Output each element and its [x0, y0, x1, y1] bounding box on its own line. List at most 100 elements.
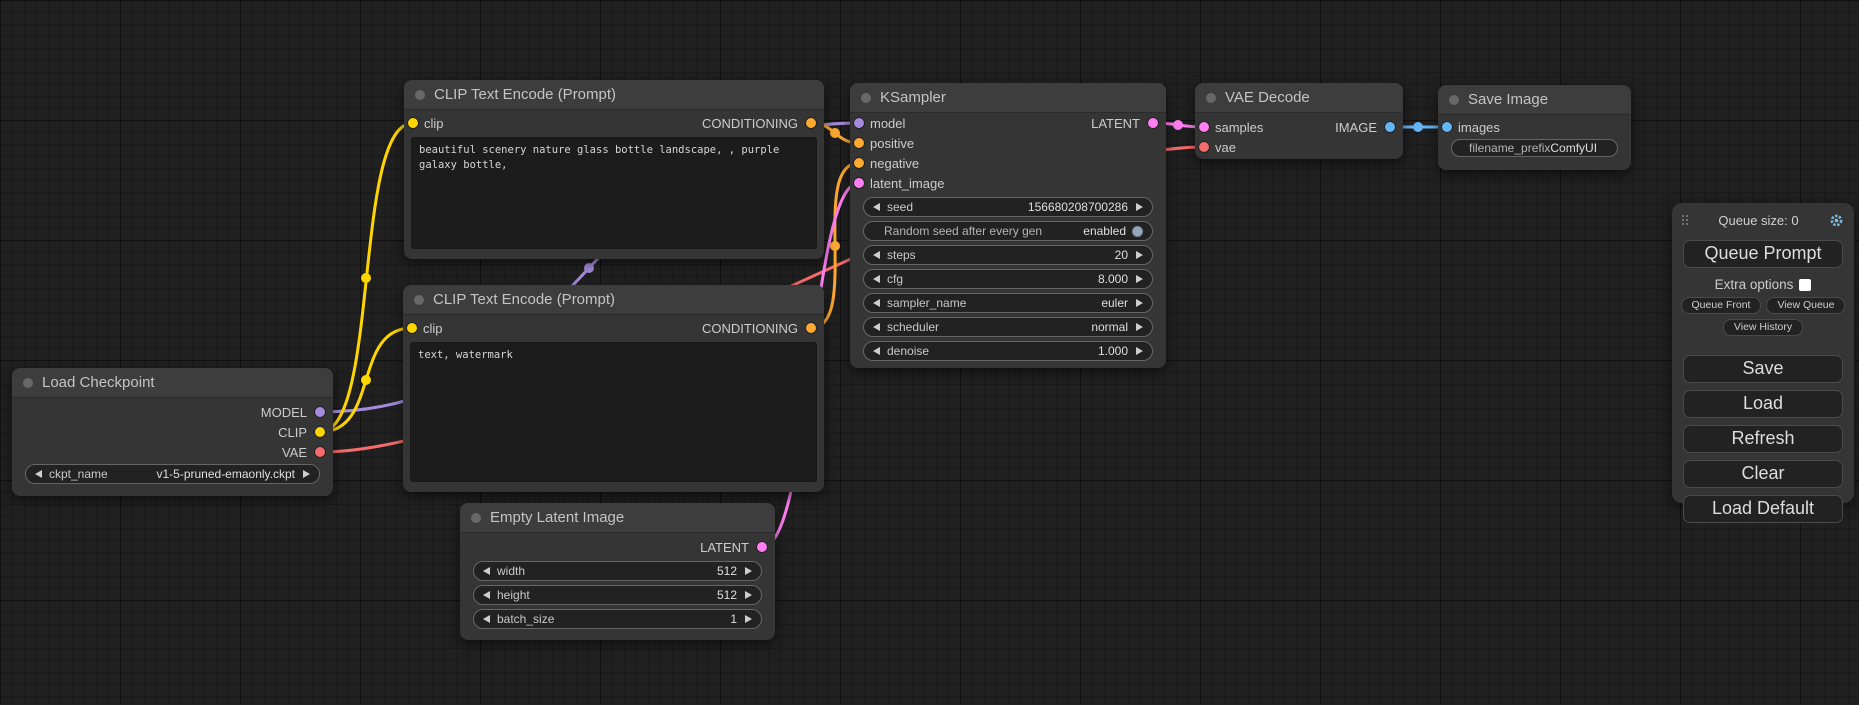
node-title: Save Image [1468, 91, 1549, 108]
slot-row: clip CONDITIONING [404, 113, 824, 133]
widget-seed[interactable]: seed 156680208700286 [863, 197, 1153, 217]
decrement-arrow-icon[interactable] [483, 591, 490, 599]
output-slot-conditioning[interactable] [806, 118, 816, 128]
collapse-dot-icon[interactable] [861, 92, 871, 103]
extra-options-checkbox[interactable] [1799, 278, 1812, 291]
input-slot-latent-image[interactable] [854, 178, 864, 188]
widget-label: cfg [887, 272, 904, 286]
decrement-arrow-icon[interactable] [873, 251, 880, 259]
positive-prompt-textarea[interactable]: beautiful scenery nature glass bottle la… [411, 137, 817, 249]
view-history-button[interactable]: View History [1722, 319, 1804, 336]
load-default-button[interactable]: Load Default [1683, 495, 1843, 523]
decrement-arrow-icon[interactable] [873, 203, 880, 211]
increment-arrow-icon[interactable] [745, 591, 752, 599]
widget-steps[interactable]: steps 20 [863, 245, 1153, 265]
queue-panel: Queue size: 0 Queue Prompt Extra options… [1672, 203, 1854, 523]
node-header[interactable]: Save Image [1438, 85, 1631, 115]
load-button[interactable]: Load [1683, 390, 1843, 418]
widget-label: batch_size [497, 612, 555, 626]
input-slot-negative[interactable] [854, 158, 864, 168]
widget-value: 512 [716, 588, 737, 602]
increment-arrow-icon[interactable] [745, 567, 752, 575]
widget-height[interactable]: height 512 [473, 585, 762, 605]
slot-row: MODEL [12, 402, 333, 422]
increment-arrow-icon[interactable] [1136, 347, 1143, 355]
node-header[interactable]: Empty Latent Image [460, 503, 775, 533]
increment-arrow-icon[interactable] [1136, 203, 1143, 211]
widget-random-seed-toggle[interactable]: Random seed after every gen enabled [863, 221, 1153, 241]
widget-ckpt-name[interactable]: ckpt_name v1-5-pruned-emaonly.ckpt [25, 464, 320, 484]
widget-sampler-name[interactable]: sampler_name euler [863, 293, 1153, 313]
refresh-button[interactable]: Refresh [1683, 425, 1843, 453]
decrement-arrow-icon[interactable] [483, 615, 490, 623]
node-header[interactable]: VAE Decode [1195, 83, 1403, 113]
widget-filename-prefix[interactable]: filename_prefix ComfyUI [1451, 139, 1618, 157]
node-header[interactable]: Load Checkpoint [12, 368, 333, 398]
decrement-arrow-icon[interactable] [873, 347, 880, 355]
input-slot-images[interactable] [1442, 122, 1452, 132]
increment-arrow-icon[interactable] [745, 615, 752, 623]
input-slot-samples[interactable] [1199, 122, 1209, 132]
node-clip-text-encode-negative[interactable]: CLIP Text Encode (Prompt) clip CONDITION… [403, 285, 824, 492]
settings-gear-icon[interactable] [1829, 213, 1844, 228]
widget-value: 156680208700286 [1027, 200, 1128, 214]
decrement-arrow-icon[interactable] [35, 470, 42, 478]
clear-button[interactable]: Clear [1683, 460, 1843, 488]
increment-arrow-icon[interactable] [1136, 251, 1143, 259]
node-header[interactable]: CLIP Text Encode (Prompt) [403, 285, 824, 315]
output-slot-latent[interactable] [757, 542, 767, 552]
output-slot-vae[interactable] [315, 447, 325, 457]
view-queue-button[interactable]: View Queue [1766, 297, 1846, 314]
output-label: CONDITIONING [701, 115, 798, 131]
widget-label: seed [887, 200, 914, 214]
widget-width[interactable]: width 512 [473, 561, 762, 581]
input-slot-model[interactable] [854, 118, 864, 128]
input-slot-clip[interactable] [408, 118, 418, 128]
output-slot-model[interactable] [315, 407, 325, 417]
collapse-dot-icon[interactable] [1206, 92, 1216, 103]
collapse-dot-icon[interactable] [1449, 94, 1459, 105]
node-load-checkpoint[interactable]: Load Checkpoint MODEL CLIP VAE ckpt_name… [12, 368, 333, 496]
widget-scheduler[interactable]: scheduler normal [863, 317, 1153, 337]
widget-denoise[interactable]: denoise 1.000 [863, 341, 1153, 361]
increment-arrow-icon[interactable] [1136, 275, 1143, 283]
node-header[interactable]: CLIP Text Encode (Prompt) [404, 80, 824, 110]
input-slot-vae[interactable] [1199, 142, 1209, 152]
collapse-dot-icon[interactable] [23, 377, 33, 388]
output-slot-conditioning[interactable] [806, 323, 816, 333]
increment-arrow-icon[interactable] [1136, 299, 1143, 307]
decrement-arrow-icon[interactable] [873, 275, 880, 283]
save-button[interactable]: Save [1683, 355, 1843, 383]
toggle-dot-icon[interactable] [1132, 225, 1143, 237]
node-ksampler[interactable]: KSampler model LATENT positive negative … [850, 83, 1166, 368]
node-header[interactable]: KSampler [850, 83, 1166, 113]
widget-cfg[interactable]: cfg 8.000 [863, 269, 1153, 289]
collapse-dot-icon[interactable] [414, 294, 424, 305]
increment-arrow-icon[interactable] [1136, 323, 1143, 331]
node-empty-latent-image[interactable]: Empty Latent Image LATENT width 512 heig… [460, 503, 775, 640]
output-slot-latent[interactable] [1148, 118, 1158, 128]
negative-prompt-textarea[interactable]: text, watermark [410, 342, 817, 482]
drag-handle-icon[interactable] [1682, 215, 1688, 225]
node-save-image[interactable]: Save Image images filename_prefix ComfyU… [1438, 85, 1631, 170]
node-title: CLIP Text Encode (Prompt) [434, 86, 617, 103]
input-label: samples [1215, 119, 1264, 135]
collapse-dot-icon[interactable] [471, 512, 481, 523]
queue-prompt-button[interactable]: Queue Prompt [1683, 240, 1843, 268]
decrement-arrow-icon[interactable] [483, 567, 490, 575]
increment-arrow-icon[interactable] [303, 470, 310, 478]
output-slot-image[interactable] [1385, 122, 1395, 132]
decrement-arrow-icon[interactable] [873, 299, 880, 307]
queue-front-button[interactable]: Queue Front [1680, 297, 1762, 314]
widget-label: sampler_name [887, 296, 967, 310]
input-slot-clip[interactable] [407, 323, 417, 333]
output-slot-clip[interactable] [315, 427, 325, 437]
node-title: Load Checkpoint [42, 374, 155, 391]
node-vae-decode[interactable]: VAE Decode samples IMAGE vae [1195, 83, 1403, 159]
widget-batch-size[interactable]: batch_size 1 [473, 609, 762, 629]
input-slot-positive[interactable] [854, 138, 864, 148]
node-clip-text-encode-positive[interactable]: CLIP Text Encode (Prompt) clip CONDITION… [404, 80, 824, 259]
decrement-arrow-icon[interactable] [873, 323, 880, 331]
collapse-dot-icon[interactable] [415, 89, 425, 100]
